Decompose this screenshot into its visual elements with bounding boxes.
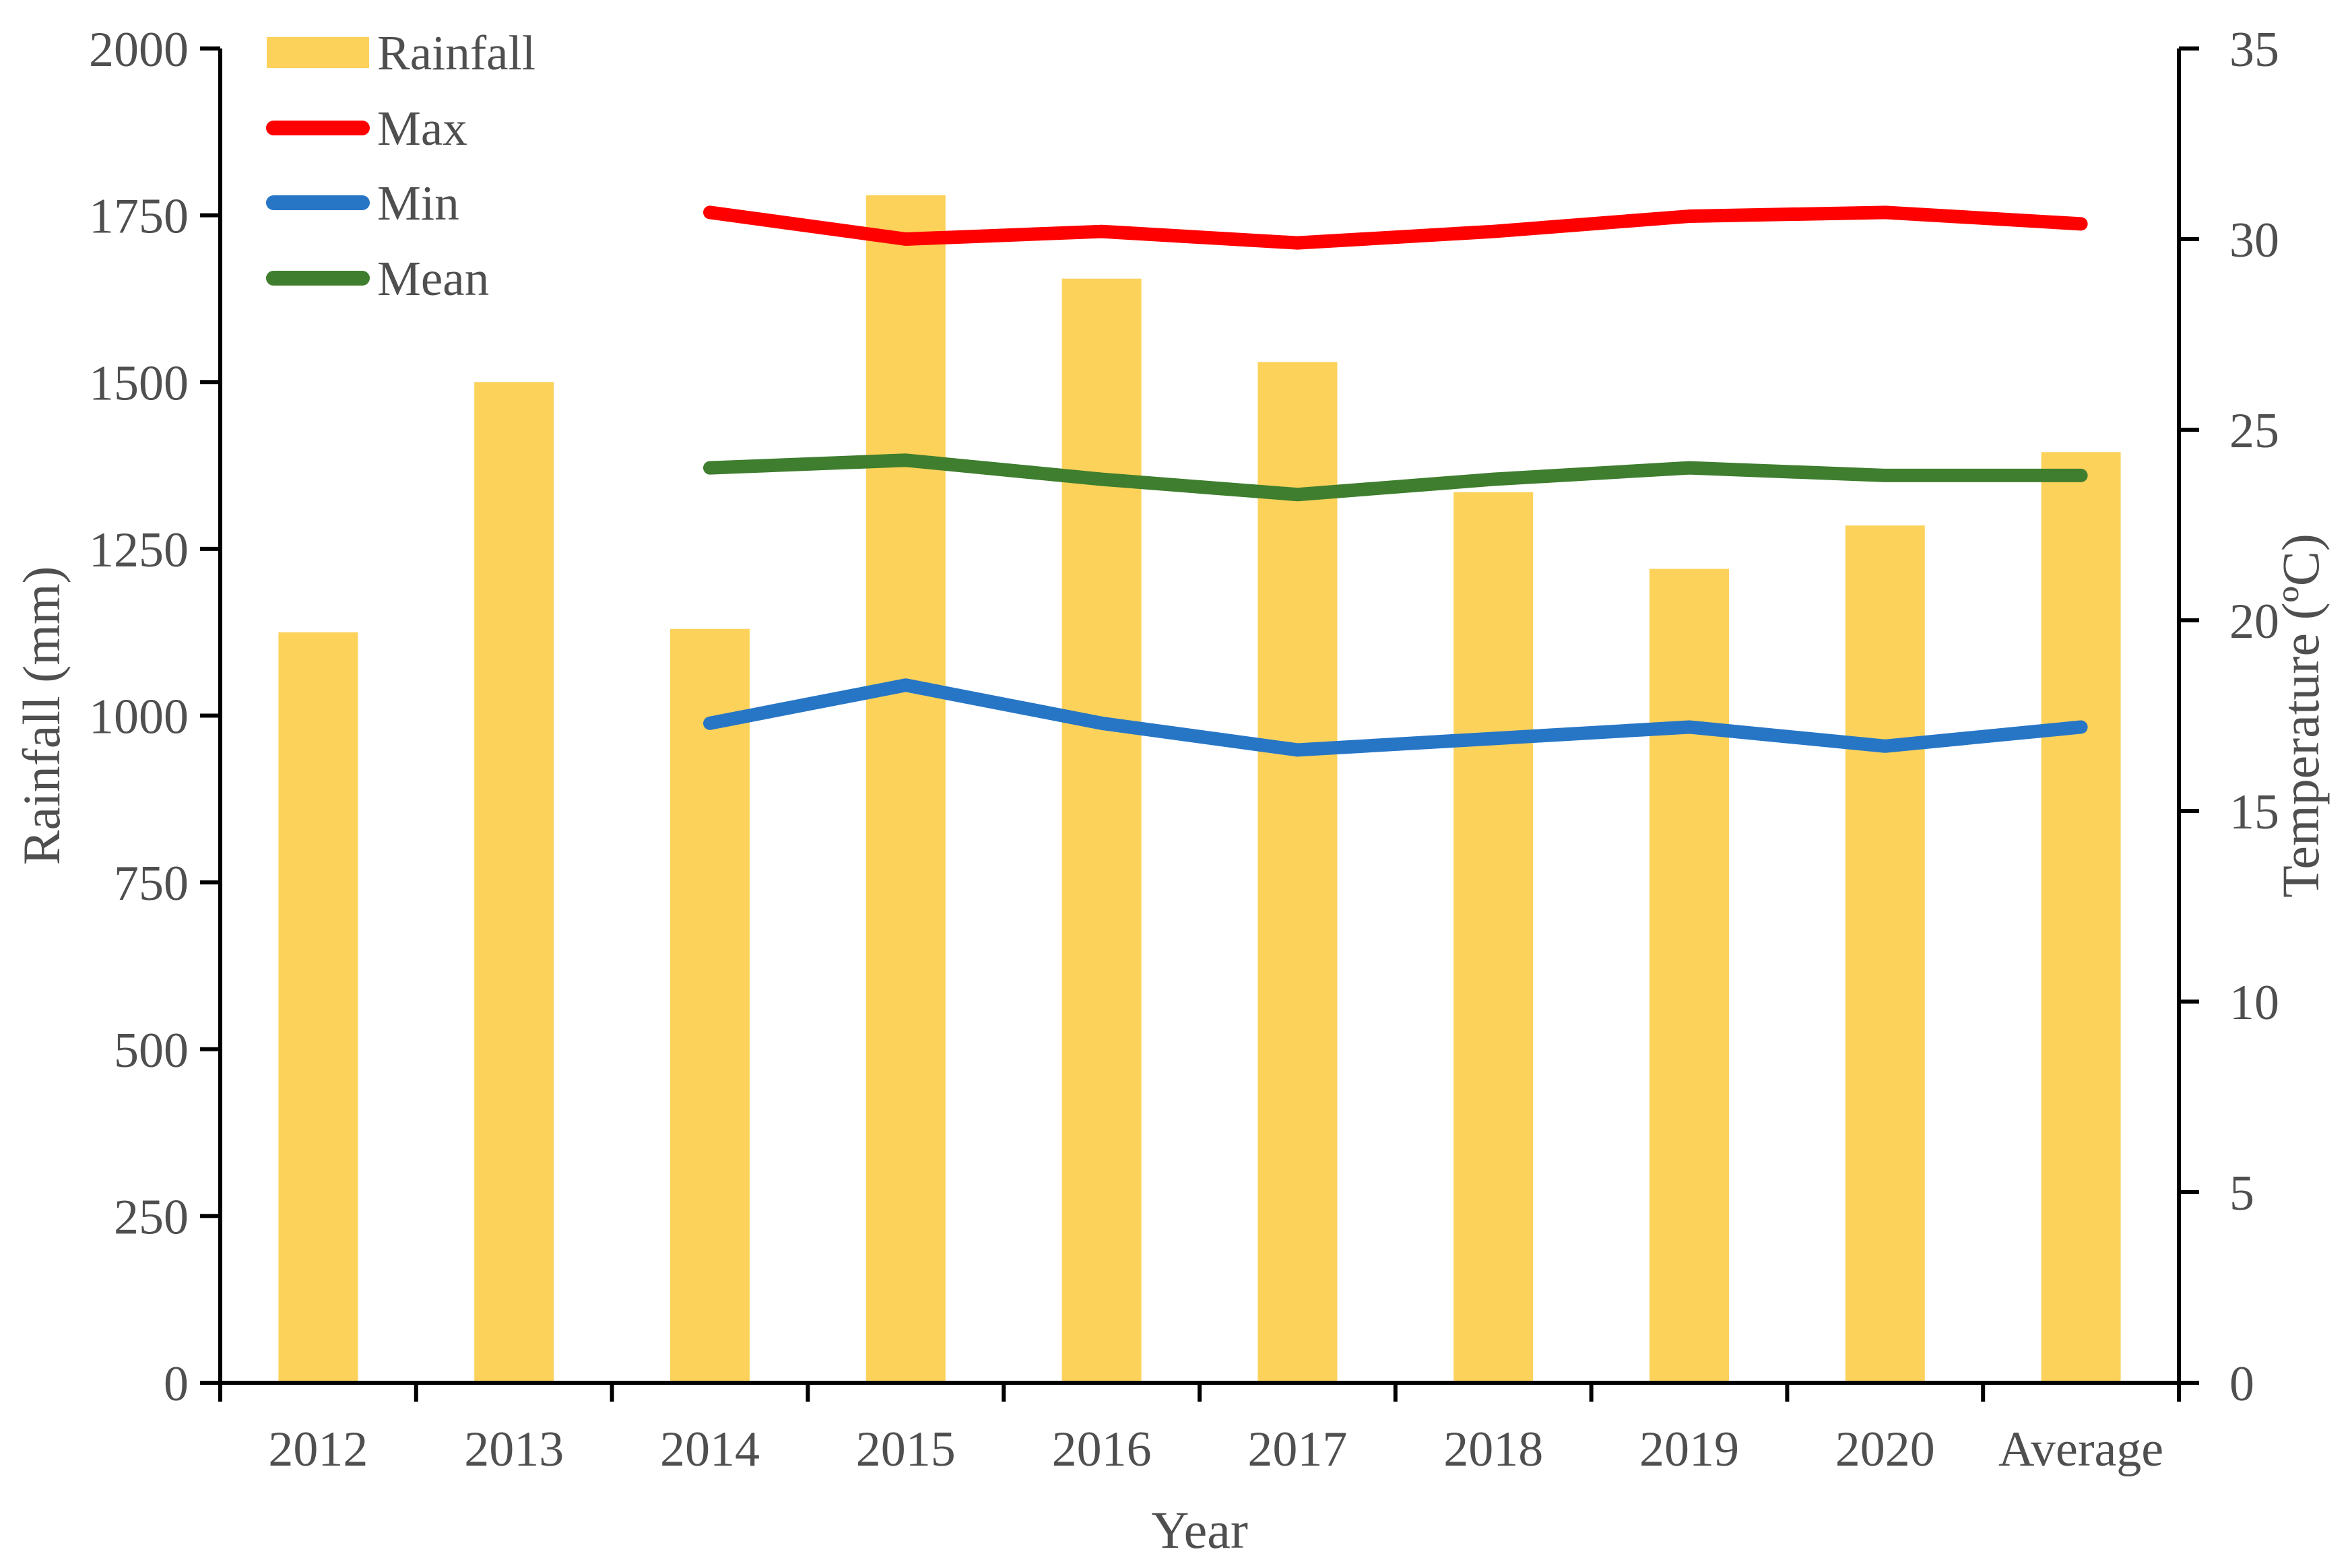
bar-2019: [1649, 568, 1729, 1383]
x-axis-tick-label: 2018: [1443, 1422, 1543, 1477]
legend-label-rainfall: Rainfall: [377, 26, 535, 80]
right-axis-tick-label: 30: [2229, 213, 2279, 268]
x-axis-tick-label: 2020: [1835, 1422, 1935, 1477]
left-axis-tick-label: 1000: [89, 690, 189, 745]
x-axis-tick-label: 2012: [268, 1422, 368, 1477]
right-axis-tick-label: 15: [2229, 785, 2279, 840]
right-axis-tick-label: 25: [2229, 403, 2279, 459]
left-axis-tick-label: 250: [114, 1189, 189, 1245]
right-axis-tick-label: 20: [2229, 594, 2279, 649]
right-axis-tick-label: 5: [2229, 1166, 2254, 1221]
left-axis-tick-label: 1250: [89, 523, 189, 578]
right-axis-title: Temperature (ºC): [2271, 533, 2330, 898]
right-axis-tick-label: 10: [2229, 975, 2279, 1031]
left-axis-tick-label: 0: [164, 1357, 189, 1412]
x-axis-tick-label: 2014: [660, 1422, 760, 1477]
bar-2016: [1061, 278, 1142, 1383]
x-axis-tick-label: 2015: [856, 1422, 956, 1477]
legend-label-min: Min: [377, 176, 459, 230]
bar-2014: [670, 628, 750, 1383]
bar-2020: [1845, 525, 1925, 1383]
x-axis-tick-label: Average: [1998, 1422, 2163, 1477]
left-axis-title: Rainfall (mm): [12, 566, 71, 865]
legend-label-mean: Mean: [377, 251, 489, 306]
bar-2012: [278, 632, 358, 1383]
right-axis-tick-label: 0: [2229, 1357, 2254, 1412]
bar-2018: [1453, 492, 1534, 1383]
bar-2015: [865, 195, 946, 1383]
x-axis-tick-label: 2016: [1052, 1422, 1152, 1477]
left-axis-tick-label: 500: [114, 1023, 189, 1078]
legend-swatch-rainfall: [267, 37, 369, 68]
x-axis-title: Year: [1151, 1501, 1248, 1559]
left-axis-tick-label: 1500: [89, 356, 189, 411]
left-axis-tick-label: 750: [114, 856, 189, 911]
left-axis-tick-label: 2000: [89, 22, 189, 77]
legend-label-max: Max: [377, 101, 467, 156]
left-axis-tick-label: 1750: [89, 189, 189, 244]
line-min: [703, 678, 2088, 757]
bar-2017: [1257, 362, 1338, 1383]
x-axis-tick-label: 2013: [464, 1422, 564, 1477]
line-max: [703, 205, 2088, 250]
x-axis-tick-label: 2017: [1247, 1422, 1347, 1477]
bar-2013: [474, 382, 554, 1383]
right-axis-tick-label: 35: [2229, 22, 2279, 77]
x-axis-tick-label: 2019: [1639, 1422, 1739, 1477]
bar-average: [2041, 452, 2121, 1383]
line-mean: [703, 453, 2088, 502]
